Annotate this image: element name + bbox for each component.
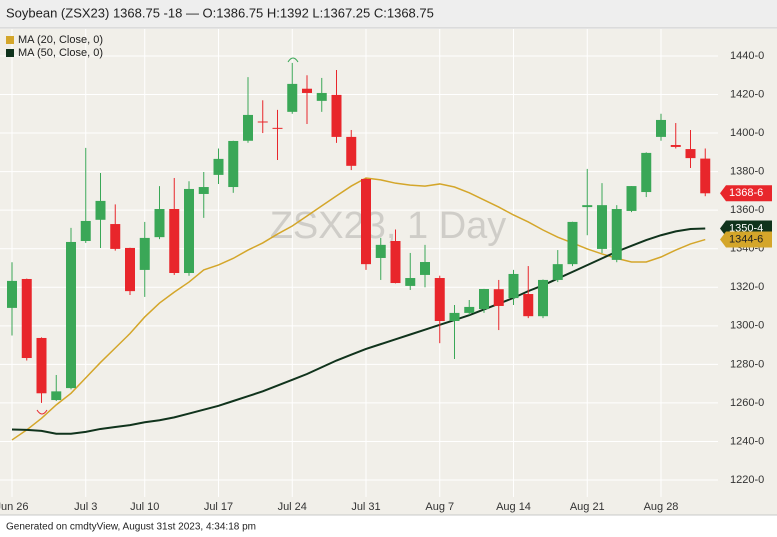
price-tag-label: 1350-4 [729,222,763,234]
candle-body [80,220,91,242]
candle-body [434,278,445,322]
y-tick-label: 1420-0 [730,88,764,100]
y-tick-label: 1300-0 [730,320,764,332]
candle-body [641,152,652,193]
x-tick-label: Jul 31 [351,501,380,513]
y-tick-label: 1400-0 [730,127,764,139]
price-tag-label: 1344-6 [729,233,763,245]
legend-label: MA (20, Close, 0) [18,34,103,46]
plot-background [0,29,777,515]
candle-body [51,391,62,401]
candle-body [198,187,209,194]
candle-body [272,127,283,129]
legend: MA (20, Close, 0)MA (50, Close, 0) [6,34,103,59]
candle-body [493,289,504,306]
legend-label: MA (50, Close, 0) [18,47,103,59]
candle-body [139,237,150,270]
candle-body [110,224,121,249]
candle-body [316,92,327,101]
candle-body [597,205,607,249]
candle-body [7,280,17,308]
candle-body [66,241,76,389]
lines [11,177,706,441]
candle-body [331,94,342,137]
candle-body [228,140,239,188]
y-tick-label: 1360-0 [730,204,764,216]
candle-body [685,149,696,159]
legend-swatch [6,36,14,44]
candle-body [420,262,430,275]
candle-body [36,337,47,394]
x-tick-label: Jun 26 [0,501,29,513]
candle-body [508,273,519,299]
candle-body [169,209,180,274]
candle-body [287,83,298,112]
candle-body [375,244,386,258]
candle-body [449,312,460,322]
candle-body [346,136,357,166]
watermark: ZSX23, 1 Day [270,205,507,247]
candle-body [405,278,416,286]
x-tick-label: Aug 21 [570,501,605,513]
candle-body [184,188,194,274]
price-tag-label: 1368-6 [729,187,763,199]
footer-text: Generated on cmdtyView, August 31st 2023… [6,522,256,533]
x-tick-label: Jul 3 [74,501,97,513]
ma-line [11,177,706,441]
legend-swatch [6,49,14,57]
candle-body [611,209,622,260]
candle-body [243,114,253,141]
y-tick-label: 1240-0 [730,435,764,447]
x-tick-label: Aug 14 [496,501,531,513]
candle-body [361,178,371,265]
candle-body [479,289,489,310]
candle-body [626,186,637,211]
candle-body [125,247,135,292]
footer-bar [0,515,777,537]
candle-body [213,158,224,175]
price-tag [720,185,772,202]
candle-body [567,221,578,265]
candle-body [154,209,165,238]
candle-body [523,294,534,317]
candle-body [656,119,666,137]
candle-body [257,121,268,123]
candle-body [700,158,711,194]
x-tick-label: Aug 28 [644,501,679,513]
candle-body [582,205,593,208]
low-marker [36,409,48,415]
x-tick-label: Aug 7 [425,501,454,513]
candle-body [95,200,106,220]
x-tick-label: Jul 24 [278,501,307,513]
candle-body [552,264,563,280]
header-bar [0,0,777,28]
candle-body [538,279,548,317]
x-tick-label: Jul 10 [130,501,159,513]
price-tag [720,231,772,248]
candle-body [464,306,475,313]
axis: 1220-01240-01260-01280-01300-01320-01340… [0,50,772,513]
ma-line [11,227,706,435]
candles [7,62,711,403]
high-marker [287,57,299,63]
candle-body [302,88,312,93]
y-tick-label: 1260-0 [730,397,764,409]
y-tick-label: 1380-0 [730,166,764,178]
candle-body [390,241,401,284]
y-tick-label: 1320-0 [730,281,764,293]
candle-body [670,145,681,147]
y-tick-label: 1220-0 [730,474,764,486]
y-tick-label: 1280-0 [730,358,764,370]
x-tick-label: Jul 17 [204,501,233,513]
candle-body [21,278,32,359]
chart-title: Soybean (ZSX23) 1368.75 -18 — O:1386.75 … [6,5,434,20]
y-tick-label: 1440-0 [730,50,764,62]
